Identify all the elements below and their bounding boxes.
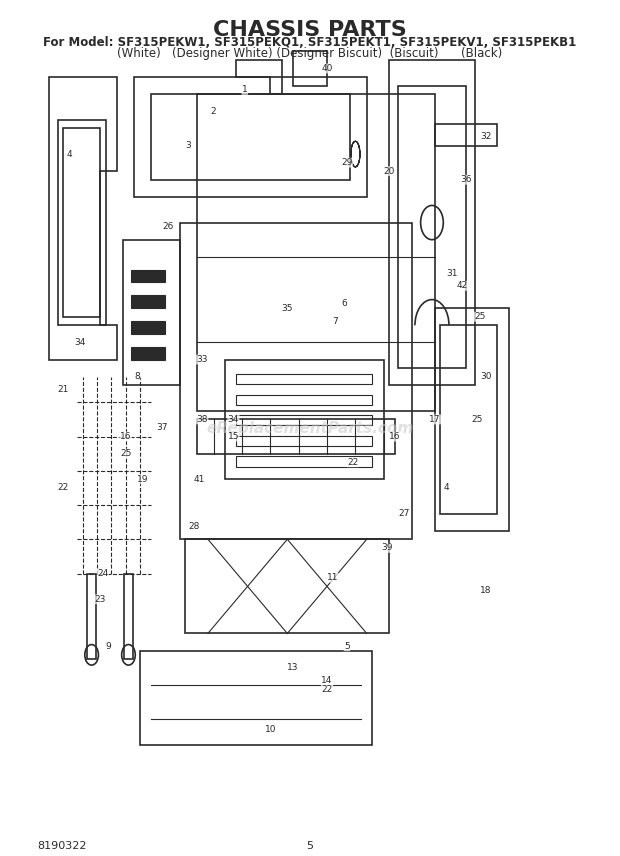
Text: 32: 32 [480,133,492,141]
Text: eReplacementParts.com: eReplacementParts.com [206,420,414,436]
Bar [131,347,166,360]
Text: 16: 16 [120,432,131,441]
Text: 33: 33 [197,355,208,364]
Text: 9: 9 [106,642,112,651]
Bar [236,415,373,425]
Text: 22: 22 [58,484,69,492]
Text: 8: 8 [134,372,140,381]
Text: 25: 25 [474,312,486,321]
Text: 38: 38 [197,415,208,424]
Text: 39: 39 [381,544,392,552]
Text: 8190322: 8190322 [38,841,87,851]
Bar [124,574,133,659]
Bar [151,94,350,180]
Text: 6: 6 [341,300,347,308]
Text: 7: 7 [333,317,339,325]
Text: 1: 1 [242,86,247,94]
Bar [131,295,166,308]
Bar [435,124,497,146]
Text: 42: 42 [456,282,467,290]
Bar [236,374,373,384]
Bar [197,419,395,454]
Text: 25: 25 [472,415,483,424]
Text: 17: 17 [429,415,441,424]
Text: 5: 5 [306,841,314,851]
Text: 18: 18 [480,586,492,595]
Bar [197,94,435,411]
Text: 10: 10 [265,725,276,734]
Bar [63,128,100,317]
Text: 4: 4 [66,150,72,158]
Text: 5: 5 [344,642,350,651]
Bar [293,51,327,86]
Text: 34: 34 [74,338,86,347]
Text: 23: 23 [94,595,106,603]
Text: 36: 36 [460,175,472,184]
Bar [236,456,373,467]
Text: 11: 11 [327,574,339,582]
Bar [87,574,96,659]
Text: 29: 29 [341,158,353,167]
Text: 28: 28 [188,522,200,531]
Text: 26: 26 [162,223,174,231]
Text: 34: 34 [228,415,239,424]
Text: 13: 13 [287,663,299,672]
Text: 4: 4 [443,484,449,492]
Text: 2: 2 [211,107,216,116]
Bar [236,436,373,446]
Text: 37: 37 [157,424,168,432]
Text: 25: 25 [120,449,131,458]
Bar [131,321,166,334]
Text: 35: 35 [281,304,293,312]
Text: 22: 22 [321,685,333,693]
Text: 15: 15 [228,432,239,441]
Text: For Model: SF315PEKW1, SF315PEKQ1, SF315PEKT1, SF315PEKV1, SF315PEKB1: For Model: SF315PEKW1, SF315PEKQ1, SF315… [43,36,577,50]
Text: 21: 21 [58,385,69,394]
Text: 20: 20 [384,167,395,175]
Text: 3: 3 [185,141,191,150]
Text: 24: 24 [97,569,108,578]
Text: 16: 16 [389,432,401,441]
Text: 19: 19 [137,475,148,484]
Bar [58,120,106,325]
Text: 22: 22 [347,458,358,467]
Text: 30: 30 [480,372,492,381]
Text: 31: 31 [446,270,458,278]
Text: (White)   (Designer White) (Designer Biscuit)  (Biscuit)      (Black): (White) (Designer White) (Designer Biscu… [117,47,503,61]
Text: 27: 27 [398,509,409,518]
Bar [398,86,466,368]
Text: 41: 41 [193,475,205,484]
Text: 40: 40 [321,64,333,73]
Bar [236,395,373,405]
Text: CHASSIS PARTS: CHASSIS PARTS [213,20,407,40]
Bar [131,270,166,282]
Bar [440,325,497,514]
Text: 14: 14 [321,676,333,685]
